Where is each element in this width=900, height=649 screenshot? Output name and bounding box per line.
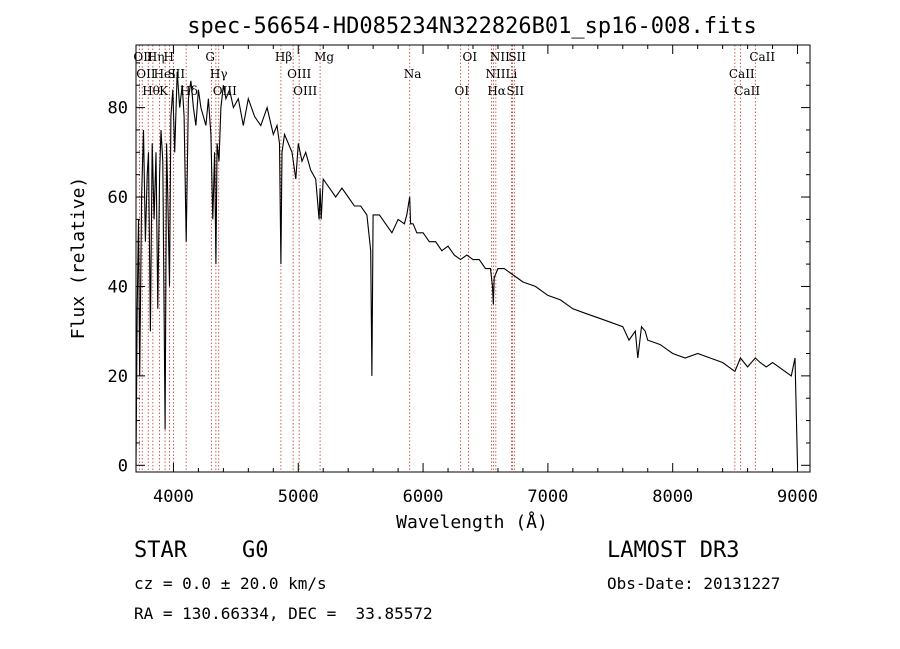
x-tick-label-2: 6000 bbox=[403, 487, 444, 507]
x-tick-label-3: 7000 bbox=[527, 487, 568, 507]
obs-date: Obs-Date: 20131227 bbox=[607, 574, 781, 593]
x-axis-ticks: 4000 5000 6000 7000 8000 9000 bbox=[153, 45, 818, 507]
line-label-5: K bbox=[159, 84, 169, 98]
line-label-14: OIII bbox=[293, 84, 317, 98]
object-subclass: G0 bbox=[242, 538, 269, 563]
line-label-1: OII bbox=[136, 67, 156, 81]
survey-name: LAMOST DR3 bbox=[607, 538, 740, 563]
line-label-22: Li bbox=[505, 67, 517, 81]
x-tick-label-4: 8000 bbox=[652, 487, 693, 507]
line-label-4: HeI bbox=[154, 67, 177, 81]
spectral-line-labels: OIIOIIHθHηHeIKHSIIHδGHγOIIIHβOIIIOIIIMgN… bbox=[133, 50, 775, 98]
y-tick-label-2: 40 bbox=[108, 277, 128, 297]
line-label-10: Hγ bbox=[210, 67, 228, 81]
x-tick-label-0: 4000 bbox=[153, 487, 194, 507]
plot-frame bbox=[135, 44, 811, 473]
flux-series-line bbox=[135, 71, 799, 466]
x-tick-label-5: 9000 bbox=[777, 487, 818, 507]
line-label-9: G bbox=[205, 50, 215, 64]
y-tick-label-0: 0 bbox=[118, 456, 128, 476]
coordinates: RA = 130.66334, DEC = 33.85572 bbox=[134, 604, 433, 623]
line-label-15: Mg bbox=[314, 50, 334, 64]
line-label-13: OIII bbox=[287, 67, 311, 81]
redshift-value: cz = 0.0 ± 20.0 km/s bbox=[134, 574, 327, 593]
y-axis-label: Flux (relative) bbox=[68, 177, 89, 340]
line-label-7: SII bbox=[167, 67, 185, 81]
chart-title: spec-56654-HD085234N322826B01_sp16-008.f… bbox=[187, 14, 757, 39]
line-label-18: OI bbox=[463, 50, 478, 64]
line-label-0: OII bbox=[133, 50, 153, 64]
object-class: STAR bbox=[134, 538, 187, 563]
line-label-24: SII bbox=[508, 50, 526, 64]
y-axis-ticks: 0 20 40 60 80 bbox=[108, 62, 810, 476]
x-tick-label-1: 5000 bbox=[278, 487, 319, 507]
spectral-line-markers bbox=[138, 45, 756, 472]
line-label-20: Hα bbox=[487, 84, 506, 98]
y-tick-label-4: 80 bbox=[108, 99, 128, 119]
line-label-27: CaII bbox=[749, 50, 775, 64]
line-label-21: NII bbox=[490, 50, 510, 64]
line-label-26: CaII bbox=[734, 84, 760, 98]
line-label-17: OI bbox=[455, 84, 470, 98]
y-tick-label-3: 60 bbox=[108, 188, 128, 208]
line-label-25: CaII bbox=[729, 67, 755, 81]
line-label-3: Hη bbox=[147, 50, 165, 64]
line-label-19: NII bbox=[485, 67, 505, 81]
line-label-23: SII bbox=[506, 84, 524, 98]
line-label-2: Hθ bbox=[142, 84, 160, 98]
line-label-16: Na bbox=[404, 67, 422, 81]
line-label-6: H bbox=[163, 50, 173, 64]
line-label-12: Hβ bbox=[275, 50, 292, 64]
x-axis-label: Wavelength (Å) bbox=[396, 511, 548, 533]
y-tick-label-1: 20 bbox=[108, 367, 128, 387]
